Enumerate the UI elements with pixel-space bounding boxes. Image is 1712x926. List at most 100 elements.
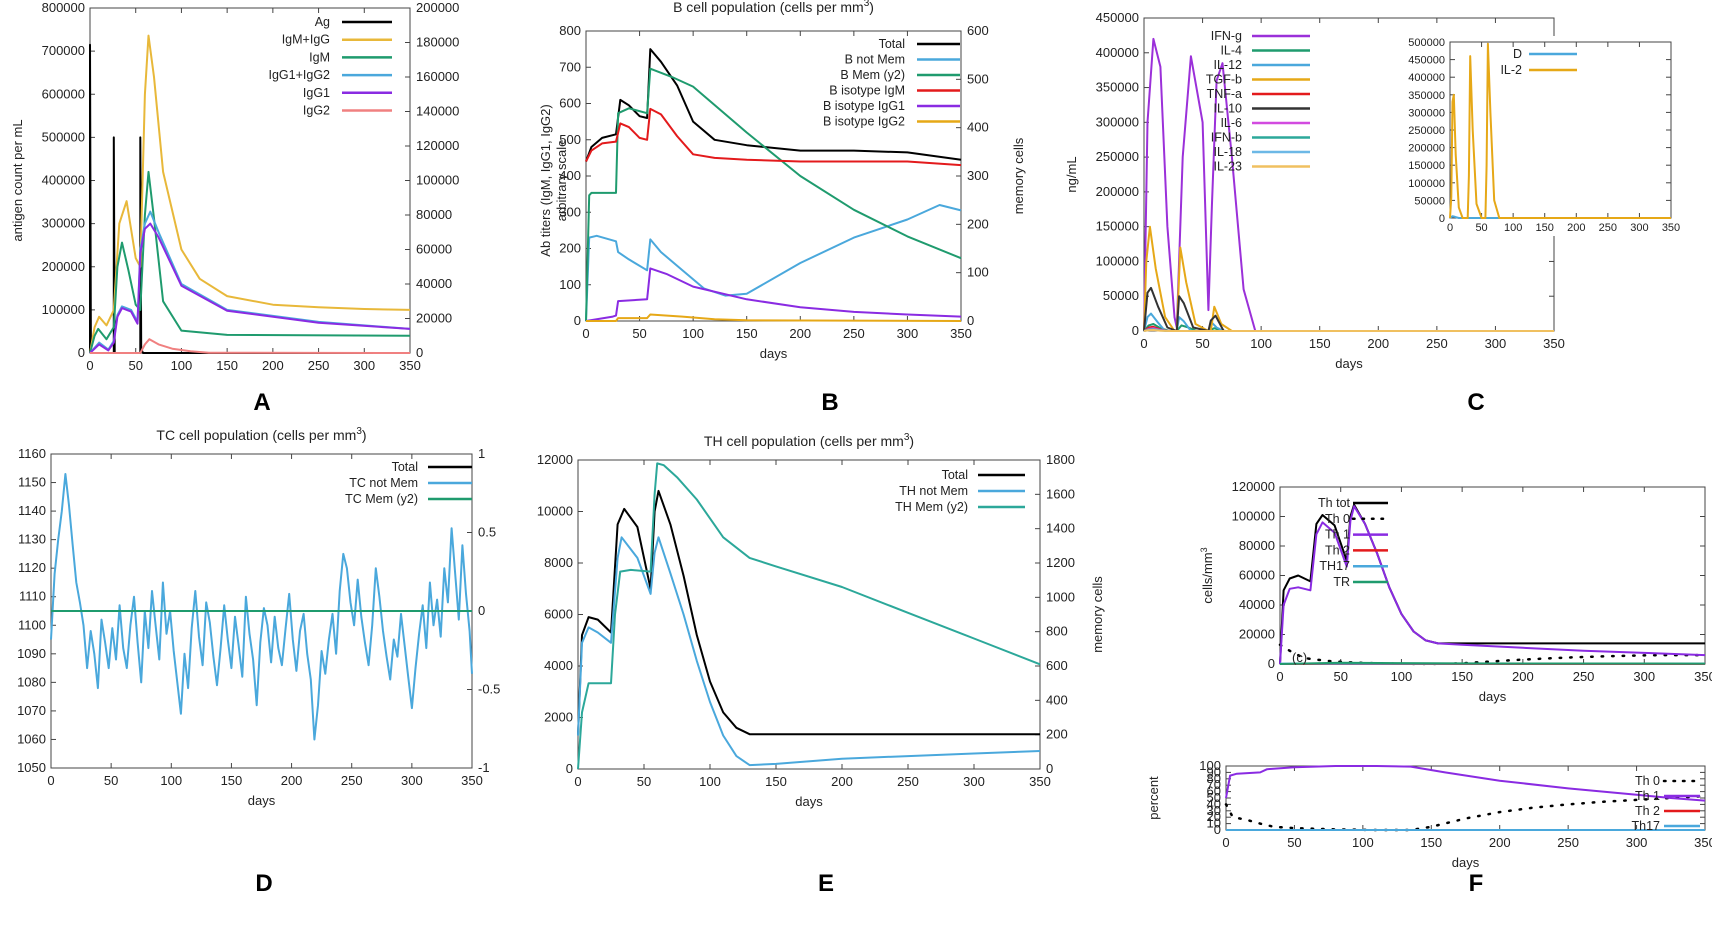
x-tick-label: 50 — [637, 774, 651, 789]
legend-label: IL-12 — [1214, 58, 1243, 72]
x-tick-label: 50 — [632, 326, 646, 341]
x-axis-label: days — [795, 794, 823, 809]
x-tick-label: 350 — [950, 326, 972, 341]
x-tick-label: 0 — [86, 358, 93, 373]
x-tick-label: 50 — [1333, 669, 1347, 684]
legend-label: Th 2 — [1635, 804, 1660, 818]
y-tick-label: 100 — [559, 277, 581, 292]
x-tick-label: 0 — [1222, 835, 1229, 850]
y-tick-label: 50000 — [1103, 288, 1139, 303]
y-tick-label: 0 — [78, 345, 85, 360]
y2-tick-label: 80000 — [416, 207, 452, 222]
legend-label: B isotype IgG1 — [823, 99, 905, 113]
x-tick-label: 300 — [401, 773, 423, 788]
legend-label: Th 0 — [1635, 774, 1660, 788]
y-tick-label: 450000 — [1096, 10, 1139, 25]
y2-tick-label: 120000 — [416, 138, 459, 153]
panel-label: A — [253, 389, 270, 416]
legend-label: Th tot — [1318, 496, 1350, 510]
series-line-b-isotype-igg2 — [586, 313, 962, 322]
y-tick-label: 4000 — [544, 658, 573, 673]
legend-label: Th 1 — [1635, 789, 1660, 803]
legend-label: IgG2 — [303, 104, 330, 118]
series-line-total — [577, 489, 1040, 736]
y2-axis-label: memory cells — [1090, 576, 1105, 653]
legend-label: B isotype IgG2 — [823, 115, 905, 129]
y-tick-label: 80 — [1207, 771, 1221, 786]
x-tick-label: 100 — [699, 774, 721, 789]
y-tick-label: 80000 — [1239, 538, 1275, 553]
x-tick-label: 200 — [1489, 835, 1511, 850]
legend-label: IgM+IgG — [282, 33, 330, 47]
inset-series-line-il-2 — [1449, 42, 1671, 219]
y-tick-label: 0 — [1439, 213, 1445, 225]
y-tick-label: 1140 — [18, 503, 46, 518]
series-line-il-4 — [1143, 323, 1554, 332]
y2-tick-label: 20000 — [416, 311, 452, 326]
series-line-b-not-mem — [585, 204, 962, 322]
x-tick-label: 250 — [1557, 835, 1579, 850]
y-tick-label: 1120 — [18, 560, 46, 575]
y-tick-label: 300000 — [42, 216, 85, 231]
x-tick-label: 300 — [963, 774, 985, 789]
y2-tick-label: 500 — [967, 71, 989, 86]
x-tick-label: 300 — [353, 358, 375, 373]
legend-label: IFN-g — [1211, 29, 1242, 43]
y-tick-label: 600000 — [42, 86, 85, 101]
chart-title: B cell population (cells per mm3) — [673, 0, 874, 15]
legend-label: IL-2 — [1500, 63, 1522, 77]
y-tick-label: 40 — [1207, 796, 1221, 811]
y-tick-label: 90 — [1207, 764, 1221, 779]
y-tick-label: 200000 — [1408, 143, 1445, 155]
y2-axis-label: Ab titers (IgM, IgG1, IgG2) — [538, 104, 553, 256]
y2-tick-label: 140000 — [416, 104, 459, 119]
legend-label: Th 2 — [1325, 543, 1350, 557]
x-tick-label: 150 — [1536, 222, 1554, 234]
legend-label: TH17 — [1319, 559, 1350, 573]
series-line-il-23 — [1143, 329, 1554, 332]
legend-label: IFN-b — [1211, 131, 1242, 145]
y-tick-label: 40000 — [1239, 597, 1275, 612]
inner-label: (c) — [1292, 650, 1307, 665]
y-tick-label: 100000 — [1096, 253, 1139, 268]
legend-label: Total — [942, 468, 968, 482]
legend-label: TC not Mem — [349, 476, 418, 490]
y-tick-label: 800000 — [42, 0, 85, 15]
y-tick-label: 60 — [1207, 784, 1221, 799]
panel-F1: 0501001502002503003500200004000060000800… — [1199, 479, 1712, 897]
y-axis-label: cells/mm3 — [1199, 547, 1215, 603]
y-tick-label: 100000 — [1232, 509, 1275, 524]
y-tick-label: 6000 — [544, 607, 573, 622]
y2-tick-label: 800 — [1046, 624, 1068, 639]
y-axis-label: ng/mL — [1064, 156, 1079, 192]
legend-label: IL-4 — [1220, 44, 1242, 58]
x-tick-label: 150 — [1451, 669, 1473, 684]
y2-tick-label: 0 — [1046, 761, 1053, 776]
y2-tick-label: 1 — [478, 446, 485, 461]
y2-tick-label: 300 — [967, 168, 989, 183]
legend-label: TR — [1333, 575, 1350, 589]
legend-label: IgG1+IgG2 — [269, 68, 331, 82]
x-tick-label: 100 — [1504, 222, 1522, 234]
y-tick-label: 0 — [574, 313, 581, 328]
y2-tick-label: 100 — [967, 265, 989, 280]
y2-tick-label: 1600 — [1046, 486, 1075, 501]
y-tick-label: 350000 — [1408, 90, 1445, 102]
panel-B: 0 50 100 150 200 250 300 3500100200300400500600… — [559, 0, 1026, 416]
x-tick-label: 0 — [582, 326, 589, 341]
x-tick-label: 300 — [1626, 835, 1648, 850]
y-axis-label: percent — [1146, 776, 1161, 820]
legend-label: B Mem (y2) — [840, 68, 905, 82]
y-tick-label: 60000 — [1239, 568, 1275, 583]
y-tick-label: 200000 — [1096, 184, 1139, 199]
x-tick-label: 250 — [897, 774, 919, 789]
x-tick-label: 50 — [128, 358, 142, 373]
x-tick-label: 100 — [1250, 336, 1272, 351]
y-tick-label: 100000 — [1408, 178, 1445, 190]
y-tick-label: 450000 — [1408, 55, 1445, 67]
panel-label: C — [1467, 389, 1484, 416]
y-tick-label: 500 — [559, 132, 581, 147]
y2-tick-label: 180000 — [416, 35, 459, 50]
y-tick-label: 300000 — [1408, 107, 1445, 119]
